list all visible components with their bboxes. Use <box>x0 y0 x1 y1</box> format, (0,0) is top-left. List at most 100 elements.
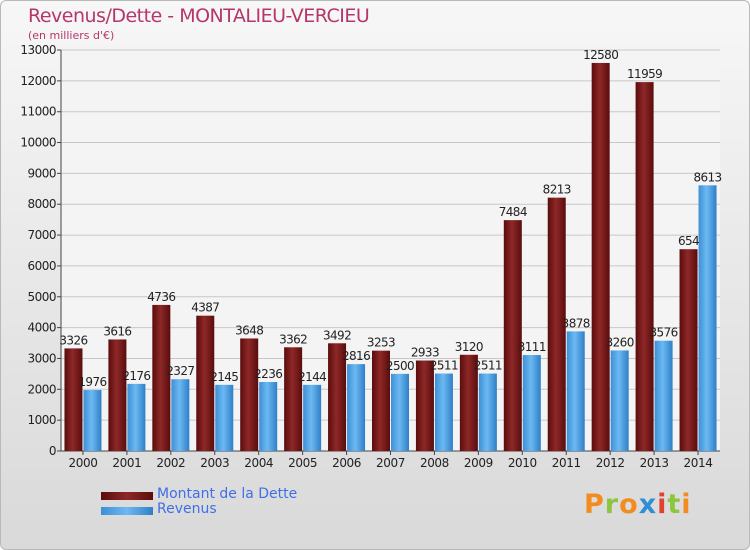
bar-revenue <box>434 373 453 451</box>
data-label-debt: 7484 <box>499 205 527 219</box>
bar-revenue <box>566 331 585 451</box>
data-label-revenue: 1976 <box>78 375 106 389</box>
bar-revenue <box>347 364 366 451</box>
bar-revenue <box>391 373 409 451</box>
y-tick-label: 3000 <box>27 351 56 365</box>
bar-revenue <box>83 390 102 451</box>
y-tick-label: 9000 <box>27 166 56 180</box>
data-label-revenue: 2176 <box>122 369 150 383</box>
x-tick-label: 2006 <box>332 456 361 470</box>
logo-letter: x <box>638 489 658 520</box>
logo-letter: o <box>619 489 639 520</box>
bar-revenue <box>171 379 190 451</box>
y-tick-label: 13000 <box>20 43 56 57</box>
data-label-revenue: 2500 <box>386 359 414 373</box>
data-label-debt: 12580 <box>583 48 618 62</box>
y-tick-label: 11000 <box>20 105 56 119</box>
data-label-debt: 3648 <box>235 323 263 337</box>
bar-revenue <box>610 350 629 451</box>
bar-revenue <box>303 384 322 451</box>
data-label-revenue: 2145 <box>210 370 238 384</box>
bar-revenue <box>654 340 673 451</box>
x-tick-label: 2001 <box>112 456 141 470</box>
y-tick-label: 10000 <box>20 136 56 150</box>
bar-debt <box>591 62 610 451</box>
x-tick-label: 2000 <box>68 456 97 470</box>
data-label-debt: 3362 <box>279 332 307 346</box>
plot-background <box>61 50 720 451</box>
data-label-debt: 4387 <box>191 301 219 315</box>
y-tick-label: 4000 <box>27 321 56 335</box>
x-tick-label: 2012 <box>596 456 625 470</box>
data-label-debt: 8213 <box>543 183 571 197</box>
legend-label-revenue: Revenus <box>157 501 217 517</box>
logo-letter: i <box>657 489 668 520</box>
y-tick-label: 1000 <box>27 413 56 427</box>
data-label-revenue: 3878 <box>562 316 590 330</box>
bar-revenue <box>215 384 234 451</box>
y-tick-label: 5000 <box>27 290 56 304</box>
x-tick-label: 2004 <box>244 456 273 470</box>
bar-debt <box>196 315 215 451</box>
data-label-revenue: 2327 <box>166 364 194 378</box>
bar-debt <box>503 220 522 451</box>
data-label-debt: 11959 <box>627 67 662 81</box>
logo-letter: t <box>667 489 682 520</box>
logo-letter: P <box>584 489 605 520</box>
data-label-debt: 4736 <box>147 290 175 304</box>
x-tick-label: 2013 <box>640 456 669 470</box>
bar-debt <box>284 347 303 451</box>
bar-debt <box>547 197 566 451</box>
data-label-revenue: 2816 <box>342 349 370 363</box>
grid-lines <box>61 49 720 452</box>
data-label-revenue: 2236 <box>254 367 282 381</box>
data-labels: 3326 1976 3616 2176 4736 2327 4387 2145 3648 2236… <box>59 48 722 389</box>
bar-debt <box>679 249 698 451</box>
x-tick-label: 2011 <box>552 456 581 470</box>
data-label-debt: 654 <box>678 234 699 248</box>
bar-revenue <box>127 383 146 451</box>
y-tick-label: 8000 <box>27 197 56 211</box>
bar-revenue <box>478 373 497 451</box>
bar-debt <box>64 348 83 451</box>
data-label-debt: 3120 <box>455 340 483 354</box>
data-label-revenue: 8613 <box>693 170 721 184</box>
legend-swatch-debt <box>101 492 153 500</box>
data-label-revenue: 3576 <box>650 326 678 340</box>
data-label-revenue: 2511 <box>474 359 502 373</box>
data-label-debt: 3253 <box>367 336 395 350</box>
y-tick-label: 7000 <box>27 228 56 242</box>
x-tick-label: 2002 <box>156 456 185 470</box>
y-tick-label: 12000 <box>20 74 56 88</box>
data-label-debt: 3326 <box>59 333 87 347</box>
bar-debt <box>328 343 347 451</box>
bars <box>64 62 717 452</box>
bar-debt <box>459 354 478 451</box>
logo-letter: r <box>604 489 620 520</box>
bar-debt <box>635 82 654 452</box>
chart-title: Revenus/Dette - MONTALIEU-VERCIEU <box>28 5 370 27</box>
legend-swatch-revenue <box>101 507 153 515</box>
bar-revenue <box>522 355 541 451</box>
data-label-revenue: 3111 <box>518 340 546 354</box>
bar-debt <box>152 304 171 451</box>
legend-label-debt: Montant de la Dette <box>157 486 298 502</box>
data-label-revenue: 3260 <box>606 335 634 349</box>
bar-revenue <box>698 185 717 451</box>
data-label-debt: 3492 <box>323 328 351 342</box>
x-tick-label: 2007 <box>376 456 405 470</box>
bar-debt <box>372 350 390 451</box>
axes: 0 1000 2000 3000 4000 5000 6000 7000 8000 9000 100… <box>20 43 720 470</box>
data-label-debt: 2933 <box>411 346 439 360</box>
x-tick-label: 2010 <box>508 456 537 470</box>
data-label-revenue: 2511 <box>430 359 458 373</box>
x-tick-label: 2009 <box>464 456 493 470</box>
data-label-debt: 3616 <box>103 324 131 338</box>
y-tick-label: 0 <box>49 444 56 458</box>
x-tick-label: 2005 <box>288 456 317 470</box>
logo-letter: i <box>681 489 692 520</box>
x-tick-label: 2003 <box>200 456 229 470</box>
y-tick-label: 6000 <box>27 259 56 273</box>
bar-debt <box>240 338 259 451</box>
